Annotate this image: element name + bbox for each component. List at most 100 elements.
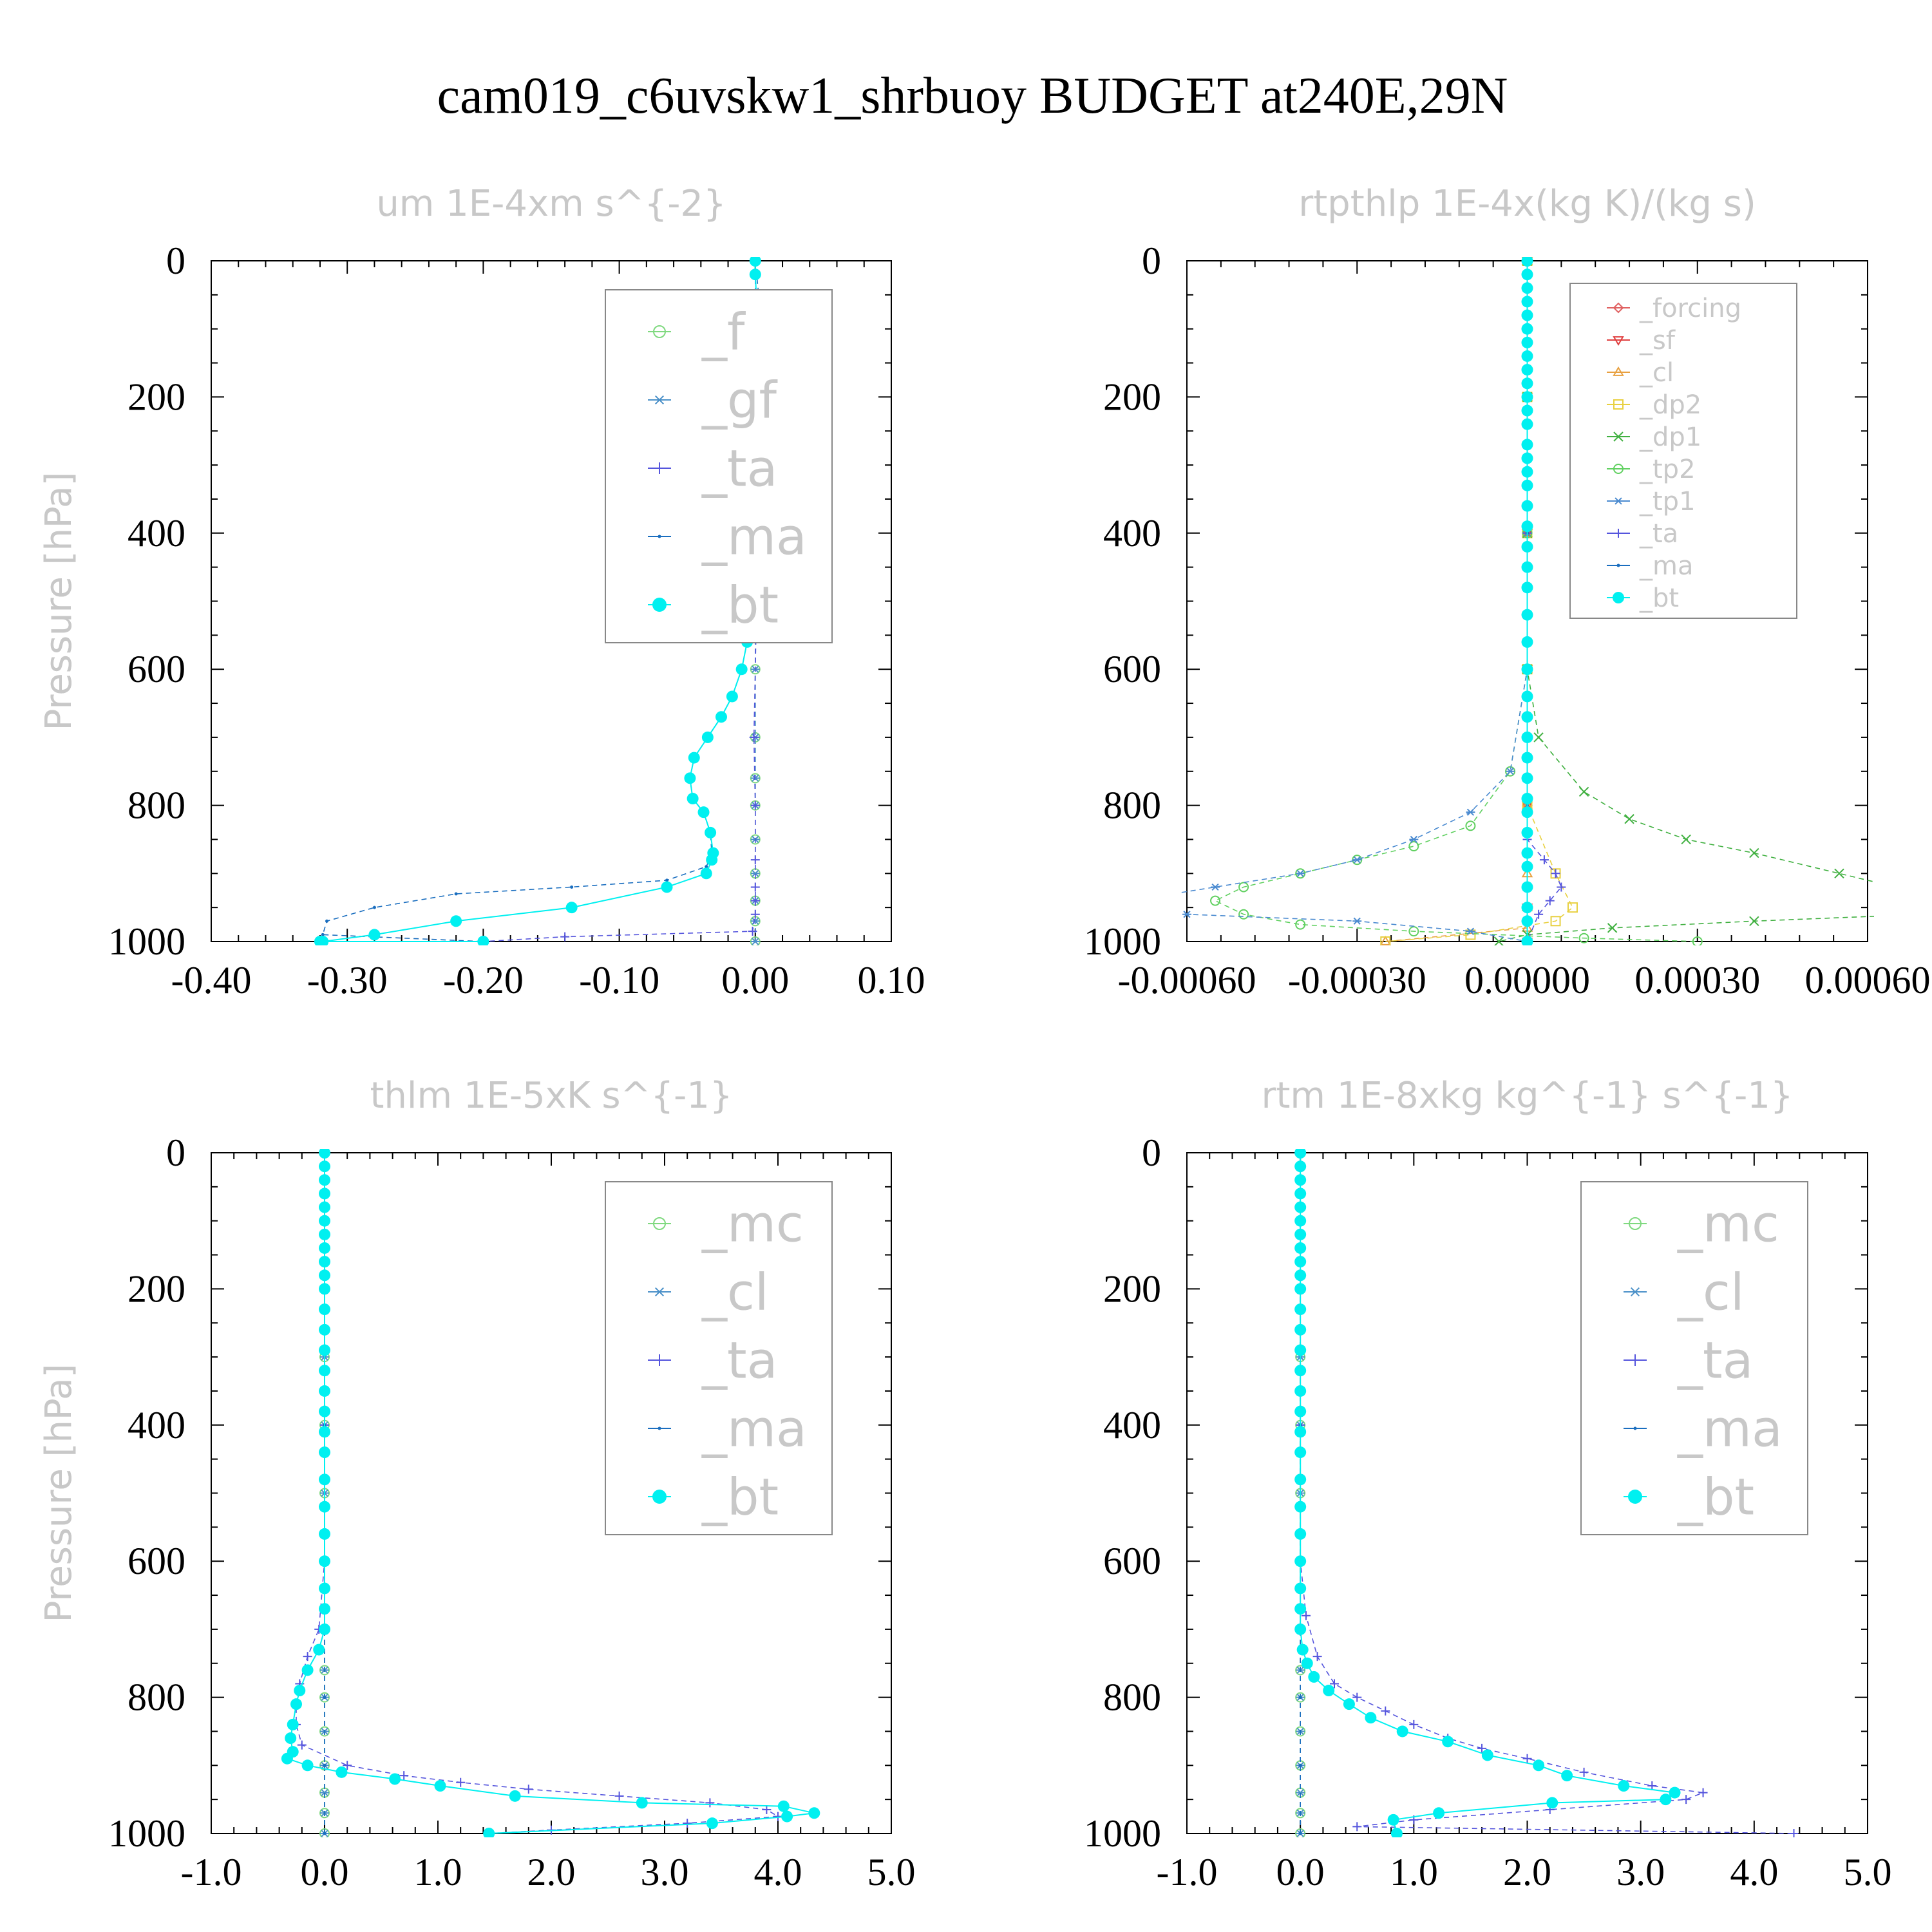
legend-label: _tp1 xyxy=(1639,487,1696,516)
data-point xyxy=(749,732,759,742)
data-point xyxy=(1521,772,1533,784)
series-line xyxy=(1385,261,1574,942)
panel-title: rtm 1E-8xkg kg^{-1} s^{-1} xyxy=(1261,1075,1793,1117)
data-point xyxy=(319,1555,330,1567)
data-point xyxy=(1294,1344,1307,1356)
x-tick-label: 1.0 xyxy=(414,1851,462,1893)
data-point xyxy=(749,257,761,267)
data-point xyxy=(1521,847,1533,859)
legend-marker xyxy=(654,1354,665,1366)
data-point xyxy=(1294,1283,1307,1295)
x-tick-label: 0.00000 xyxy=(1464,959,1590,1001)
data-point xyxy=(434,1780,446,1792)
legend-entry: _dp2 xyxy=(1607,390,1701,420)
data-point xyxy=(1294,1528,1307,1540)
y-tick-label: 1000 xyxy=(1084,920,1161,963)
data-point xyxy=(319,1473,330,1486)
data-point xyxy=(705,826,717,838)
series-line xyxy=(296,1153,780,1834)
y-tick-label: 400 xyxy=(128,512,185,554)
data-point xyxy=(1521,793,1533,805)
data-point xyxy=(1521,826,1533,838)
data-point xyxy=(1294,1365,1307,1377)
legend-entry: _ma xyxy=(648,1400,807,1458)
data-point xyxy=(1521,609,1533,621)
data-point xyxy=(1433,1807,1445,1819)
legend-label: _mc xyxy=(1677,1195,1779,1253)
legend-label: _dp2 xyxy=(1639,390,1701,420)
legend-entry: _ta xyxy=(1624,1332,1753,1390)
data-point xyxy=(1749,916,1759,926)
data-point xyxy=(1477,1743,1487,1753)
data-point xyxy=(750,909,760,919)
data-point xyxy=(1578,933,1589,943)
panel-title: um 1E-4xm s^{-2} xyxy=(376,183,726,225)
y-tick-label: 0 xyxy=(166,240,185,282)
data-point xyxy=(750,896,760,905)
data-point xyxy=(687,793,699,805)
legend-entry: _tp1 xyxy=(1607,487,1696,516)
data-point xyxy=(1647,1781,1657,1791)
data-point xyxy=(1521,350,1533,362)
data-point xyxy=(1352,1822,1362,1832)
data-point xyxy=(319,1528,330,1540)
data-point xyxy=(319,1174,330,1186)
y-tick-label: 1000 xyxy=(1084,1812,1161,1855)
legend-label: _ma xyxy=(701,508,807,566)
data-point xyxy=(750,869,760,877)
data-point xyxy=(570,885,574,889)
y-tick-label: 0 xyxy=(1142,1132,1161,1174)
legend-label: _ta xyxy=(1639,519,1678,549)
data-point xyxy=(1409,835,1419,844)
plot-area xyxy=(1180,257,1874,945)
data-point xyxy=(1238,909,1249,920)
data-point xyxy=(319,1149,330,1159)
data-point xyxy=(323,1763,327,1767)
data-point xyxy=(319,1228,330,1240)
data-point xyxy=(1521,323,1533,335)
x-tick-label: 0.0 xyxy=(1276,1851,1325,1893)
x-tick-label: 3.0 xyxy=(1616,1851,1665,1893)
data-point xyxy=(1521,881,1533,893)
data-point xyxy=(1294,1188,1307,1200)
y-tick-label: 1000 xyxy=(108,1812,185,1855)
data-point xyxy=(1521,663,1533,676)
data-point xyxy=(1521,582,1533,594)
data-point xyxy=(1607,923,1618,933)
data-point xyxy=(1294,1501,1307,1513)
data-point xyxy=(705,865,708,869)
x-tick-label: 0.00030 xyxy=(1634,959,1760,1001)
legend-marker xyxy=(1629,1287,1641,1297)
data-point xyxy=(706,854,718,866)
data-point xyxy=(1465,820,1476,831)
data-point xyxy=(319,1501,330,1513)
y-tick-label: 1000 xyxy=(108,920,185,963)
data-point xyxy=(319,1446,330,1459)
data-point xyxy=(750,917,760,925)
data-point xyxy=(1521,500,1533,512)
legend-marker xyxy=(1613,592,1624,603)
panel-title: thlm 1E-5xK s^{-1} xyxy=(370,1075,732,1117)
y-tick-label: 200 xyxy=(1103,1267,1161,1310)
series-bt xyxy=(281,1149,820,1837)
series-bt xyxy=(1294,1149,1681,1837)
data-point xyxy=(1624,814,1634,824)
legend-entry: _cl xyxy=(1624,1264,1745,1321)
x-tick-label: 0.0 xyxy=(301,1851,349,1893)
legend: _forcing _sf _cl_dp2_dp1 _tp2 _tp1 _ta_ma_bt xyxy=(1569,283,1797,619)
data-point xyxy=(1521,309,1533,321)
legend-label: _bt xyxy=(1677,1468,1754,1526)
y-tick-label: 200 xyxy=(1103,375,1161,418)
y-axis-label: Pressure [hPa] xyxy=(38,1364,80,1623)
data-point xyxy=(1521,806,1533,819)
data-point xyxy=(281,1752,293,1765)
data-point xyxy=(777,1800,790,1812)
x-tick-label: -0.10 xyxy=(579,959,659,1001)
data-point xyxy=(1294,1426,1307,1438)
legend-label: _ma xyxy=(1677,1400,1783,1458)
data-point xyxy=(1294,1242,1307,1254)
legend-marker xyxy=(1629,1217,1642,1230)
data-point xyxy=(1681,1795,1691,1804)
data-point xyxy=(509,1790,521,1802)
